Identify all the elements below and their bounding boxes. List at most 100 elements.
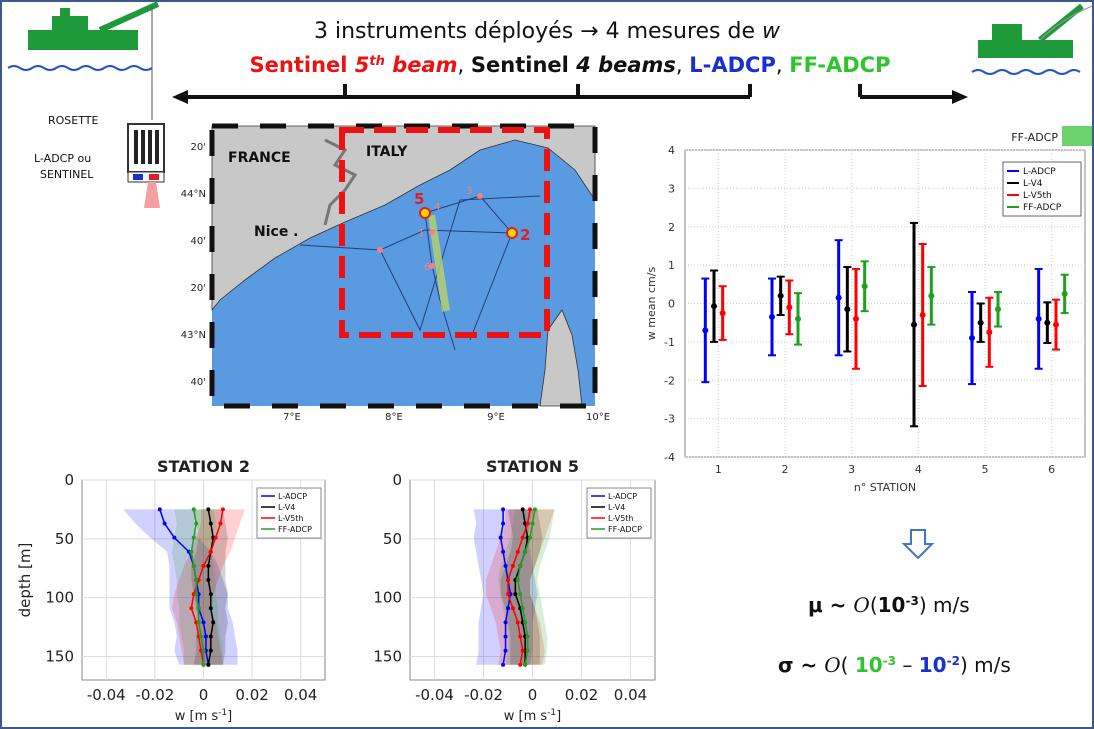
map-city: Nice . — [254, 224, 299, 240]
mu-line: μ ~ O(10-3) m/s — [808, 593, 970, 617]
y-tick-label: -3 — [664, 413, 675, 426]
profile-point — [206, 662, 211, 667]
y-tick-label: 50 — [383, 530, 402, 548]
profile-point — [206, 507, 211, 512]
header-text: 4 mesures de — [599, 19, 762, 44]
x-tick-label: 0 — [528, 686, 538, 704]
instrument-detail: beam — [385, 53, 458, 77]
legend-label: L-V4 — [1023, 179, 1043, 189]
profile-point — [498, 535, 503, 540]
separator: , — [676, 53, 689, 77]
profile-point — [203, 634, 208, 639]
mean-marker — [835, 294, 842, 301]
profile-point — [525, 648, 530, 653]
profile-point — [501, 549, 506, 554]
legend-label: FF-ADCP — [608, 525, 642, 534]
profile-point — [191, 535, 196, 540]
x-axis-label-part: w [m s — [175, 709, 219, 724]
ship-left — [7, 1, 160, 120]
mean-marker — [795, 315, 801, 322]
mean-marker — [969, 335, 975, 342]
profile-point — [518, 634, 523, 639]
map-station: 5 — [414, 190, 424, 208]
errorbar-chart: -4 -3 -2 -1 0 1 2 3 4 1 2 3 4 5 6 w mean cm/s n° STATION… — [645, 144, 1086, 494]
profile-point — [206, 563, 211, 568]
mean-marker — [911, 321, 917, 328]
profile-point — [501, 507, 506, 512]
y-tick-label: 1 — [668, 259, 675, 272]
mean-marker — [786, 304, 793, 311]
x-tick-label: 0.02 — [565, 686, 598, 704]
mean-marker — [928, 292, 935, 299]
profile-point — [518, 563, 523, 568]
mean-marker — [1053, 321, 1059, 328]
mean-marker — [769, 313, 775, 320]
map-lat-labels: 20' 44°N 40' 20' 43°N 40' — [181, 142, 206, 388]
map-lat-label: 43°N — [181, 330, 206, 341]
power-exp: -2 — [947, 654, 960, 668]
x-axis-label-part: ] — [556, 709, 561, 724]
y-tick-label: 0 — [668, 298, 675, 311]
legend-label: L-V5th — [608, 514, 634, 523]
profile-point — [528, 535, 533, 540]
profile-point — [520, 648, 525, 653]
map-station: 4 — [434, 202, 440, 213]
mean-marker — [1044, 319, 1051, 326]
profile-line — [207, 509, 214, 665]
profile-point — [513, 592, 518, 597]
map-country: FRANCE — [228, 150, 291, 166]
y-tick-label: 3 — [668, 182, 675, 195]
y-tick-label: 150 — [373, 647, 402, 665]
x-axis-label: n° STATION — [854, 481, 916, 494]
y-tick-label: 100 — [373, 589, 402, 607]
x-tick-label: -0.02 — [135, 686, 174, 704]
y-tick-label: 50 — [55, 530, 74, 548]
mean-marker — [777, 292, 784, 299]
corner-label: FF-ADCP — [1011, 131, 1058, 144]
profile-point — [530, 521, 535, 526]
map-station: 2 — [520, 226, 530, 244]
profile-point — [194, 592, 199, 597]
profile-point — [191, 507, 196, 512]
profile-point — [201, 648, 206, 653]
profile-point — [157, 507, 162, 512]
profile-point — [518, 592, 523, 597]
profile-point — [501, 521, 506, 526]
y-tick-label: -1 — [664, 336, 675, 349]
profile-line — [190, 509, 205, 665]
mean-marker — [1035, 315, 1042, 322]
profile-point — [501, 662, 506, 667]
mu-symbol: μ ~ — [808, 593, 853, 617]
profile-point — [503, 620, 508, 625]
chart-title: STATION 2 — [157, 457, 250, 476]
profile-point — [532, 507, 537, 512]
rosette-text: SENTINEL — [40, 168, 94, 181]
power-exp: -3 — [905, 594, 918, 608]
chart-title: STATION 5 — [486, 457, 579, 476]
profile-point — [525, 634, 530, 639]
instrument-detail: 5 — [355, 53, 370, 77]
sigma-symbol: σ ~ — [778, 653, 824, 677]
instrument: FF-ADCP — [789, 53, 890, 77]
x-tick-label: -0.02 — [464, 686, 503, 704]
spread-band — [498, 509, 555, 665]
profile-point — [199, 634, 204, 639]
legend-label: FF-ADCP — [1023, 203, 1062, 213]
profile-point — [201, 563, 206, 568]
profile-point — [515, 549, 520, 554]
x-tick-label: 5 — [982, 463, 989, 476]
y-tick-label: 0 — [64, 471, 74, 489]
legend-label: L-V4 — [608, 503, 625, 512]
profile-point — [208, 549, 213, 554]
power-exp: -3 — [883, 654, 896, 668]
profile-chart: STATION 5 0 50 100 150 -0.04 -0.02 0 0.02 0.04 w [… — [373, 457, 656, 724]
rosette-title: ROSETTE — [48, 114, 98, 127]
y-tick-label: 0 — [392, 471, 402, 489]
header-line-1: 3 instruments déployés → 4 mesures de w — [314, 19, 781, 44]
profile-point — [515, 620, 520, 625]
map-lat-label: 44°N — [181, 189, 206, 200]
profile-point — [196, 620, 201, 625]
y-tick-label: 4 — [668, 144, 675, 157]
x-axis-label: w [m s-1] — [504, 708, 561, 724]
